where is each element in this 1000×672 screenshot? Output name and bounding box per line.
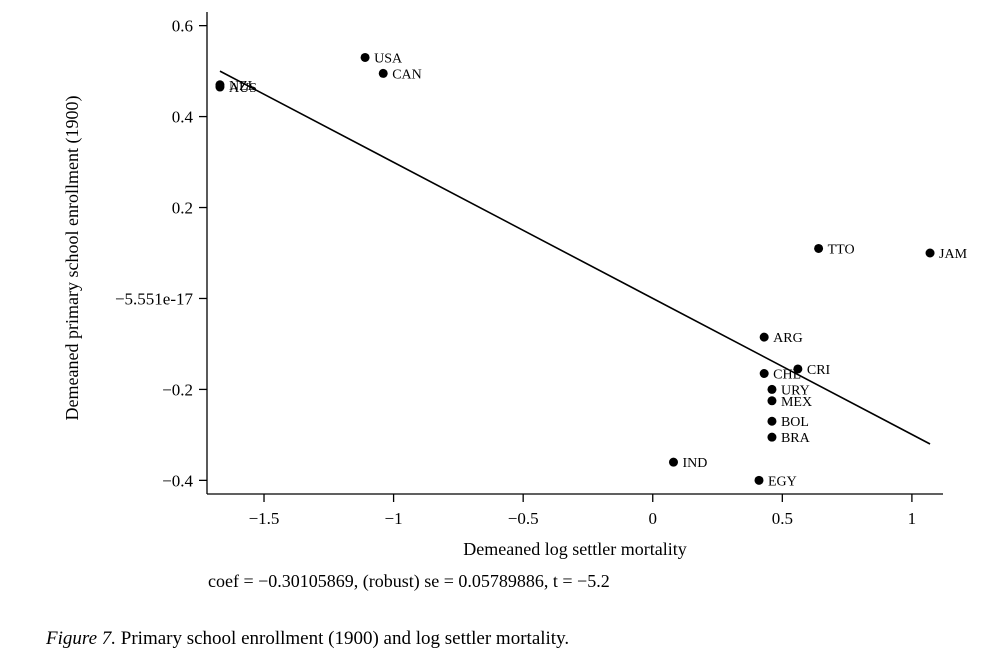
point-label-egy: EGY	[768, 474, 797, 489]
fitted-regression-line	[219, 70, 931, 445]
y-ticks: −0.4 −0.2 −5.551e-17 0.2 0.4 0.6	[115, 17, 207, 490]
x-tick-label: 0.5	[772, 509, 793, 528]
y-tick-label: −0.2	[162, 380, 193, 399]
x-tick-label: −1	[385, 509, 403, 528]
point-usa	[360, 52, 370, 62]
point-arg	[759, 332, 769, 342]
y-tick-label: 0.4	[172, 108, 194, 127]
point-label-ind: IND	[682, 456, 707, 471]
point-aus	[215, 82, 225, 92]
y-tick-label: −0.4	[162, 471, 193, 490]
point-mex	[767, 396, 777, 406]
point-label-cri: CRI	[807, 363, 831, 378]
figure-label: Figure 7.	[46, 628, 117, 649]
caption-text: Primary school enrollment (1900) and log…	[120, 628, 570, 649]
x-ticks: −1.5 −1 −0.5 0 0.5 1	[249, 494, 917, 528]
point-label-tto: TTO	[828, 242, 855, 257]
point-label-can: CAN	[392, 67, 422, 82]
point-label-aus: AUS	[229, 81, 257, 96]
point-can	[378, 68, 388, 78]
point-label-jam: JAM	[939, 247, 968, 262]
point-label-chl: CHL	[773, 368, 801, 383]
y-tick-label: 0.6	[172, 17, 193, 36]
point-ury	[767, 384, 777, 394]
point-label-bra: BRA	[781, 431, 811, 446]
x-tick-label: 0	[648, 509, 657, 528]
figure-caption: Figure 7. Primary school enrollment (190…	[46, 628, 569, 650]
y-tick-label: −5.551e-17	[115, 289, 194, 308]
axes	[206, 12, 943, 495]
point-label-mex: MEX	[781, 395, 812, 410]
x-tick-label: 1	[908, 509, 917, 528]
scatter-plot: −0.4 −0.2 −5.551e-17 0.2 0.4 0.6 −1.5 −1 −0.5 0 0…	[62, 12, 968, 592]
x-tick-label: −0.5	[508, 509, 539, 528]
point-cri	[793, 364, 803, 374]
point-bol	[767, 416, 777, 426]
point-egy	[754, 475, 764, 485]
point-label-bol: BOL	[781, 415, 809, 430]
point-label-ury: URY	[781, 383, 810, 398]
point-bra	[767, 432, 777, 442]
y-axis-title: Demeaned primary school enrollment (1900…	[62, 96, 83, 421]
point-chl	[759, 369, 769, 378]
point-tto	[814, 243, 824, 253]
point-ind	[668, 457, 678, 467]
regression-annotation: coef = −0.30105869, (robust) se = 0.0578…	[208, 571, 610, 592]
point-jam	[925, 248, 935, 258]
y-tick-label: 0.2	[172, 199, 193, 218]
point-label-usa: USA	[374, 51, 403, 66]
x-axis-title: Demeaned log settler mortality	[463, 539, 686, 559]
point-label-nzl: NZL	[229, 79, 256, 94]
point-label-arg: ARG	[773, 331, 803, 346]
x-tick-label: −1.5	[249, 509, 280, 528]
